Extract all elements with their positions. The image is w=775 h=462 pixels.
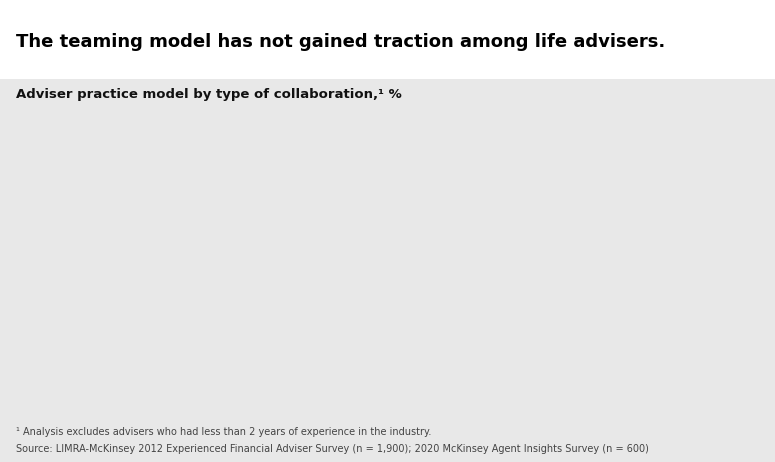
Text: Full team practice (at least
one other adviser sharing
in > 20% of revenue): Full team practice (at least one other a… [90, 341, 239, 379]
Text: Basic (more than one
support staff member): Basic (more than one support staff membe… [113, 213, 239, 237]
Text: 26: 26 [432, 229, 449, 242]
Text: Adviser practice model by type of collaboration,¹ %: Adviser practice model by type of collab… [16, 88, 401, 101]
Bar [244, 226, 457, 245]
Text: 14: 14 [334, 297, 350, 310]
Legend: 2008, 2020: 2008, 2020 [637, 87, 746, 109]
Text: 45: 45 [588, 162, 604, 175]
Text: Advanced (at least one
other adviser sharing in
< 20% of revenue): Advanced (at least one other adviser sha… [106, 274, 239, 311]
Text: 15: 15 [343, 365, 359, 377]
Text: 16: 16 [350, 343, 367, 356]
Bar [244, 137, 703, 156]
Text: The teaming model has not gained traction among life advisers.: The teaming model has not gained tractio… [16, 33, 665, 50]
Text: ¹ Analysis excludes advisers who had less than 2 years of experience in the indu: ¹ Analysis excludes advisers who had les… [16, 427, 431, 438]
Bar [244, 205, 293, 224]
Bar [244, 361, 367, 380]
Text: Source: LIMRA-McKinsey 2012 Experienced Financial Adviser Survey (n = 1,900); 20: Source: LIMRA-McKinsey 2012 Experienced … [16, 444, 649, 455]
Text: 22: 22 [400, 275, 416, 288]
Bar [244, 272, 424, 291]
Text: 56: 56 [678, 140, 694, 153]
Bar [244, 158, 612, 177]
Text: Solo practitioner (no partner,
no more than one
support staff member): Solo practitioner (no partner, no more t… [77, 139, 239, 176]
Text: 6: 6 [277, 207, 285, 220]
Bar [244, 294, 359, 313]
Bar [244, 340, 375, 359]
